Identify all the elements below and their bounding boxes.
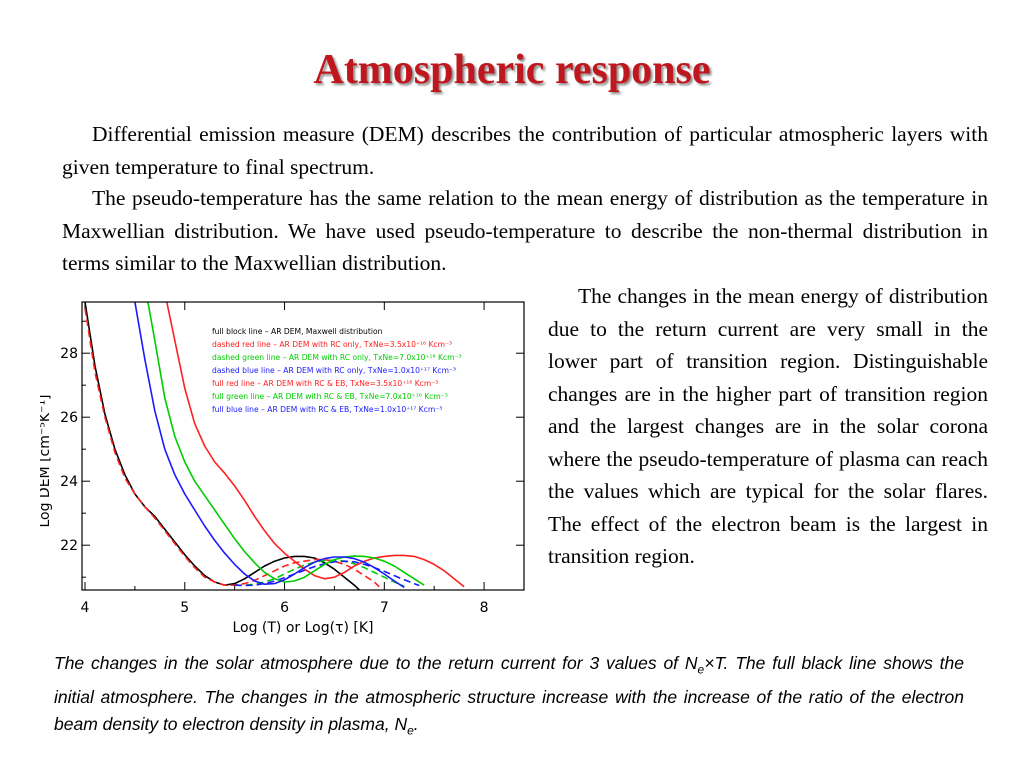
legend-entry: dashed green line – AR DEM with RC only,…: [212, 353, 462, 362]
plot-frame: [81, 301, 525, 591]
x-tick-label: 8: [480, 600, 489, 616]
x-tick-label: 6: [280, 600, 289, 616]
y-tick-label: 22: [60, 538, 78, 554]
tick-labels: 4 5 6 7 8 22 24 26 28: [60, 346, 488, 616]
dem-curves: [84, 302, 465, 590]
dem-curve-00cc00-dashed: [234, 559, 405, 587]
y-tick-label: 28: [60, 346, 78, 362]
dem-curve-1a1aff-solid: [134, 302, 405, 589]
legend-entry: full green line – AR DEM with RC & EB, T…: [212, 392, 448, 401]
legend-entry: dashed blue line – AR DEM with RC only, …: [212, 366, 456, 375]
paragraph-mean-energy-changes: The changes in the mean energy of distri…: [548, 284, 988, 568]
y-axis-label: Log DEM [cm⁻⁵K⁻¹]: [40, 394, 53, 527]
axis-ticks: [82, 302, 524, 590]
legend-entry: full block line – AR DEM, Maxwell distri…: [212, 327, 383, 336]
legend-entry: full blue line – AR DEM with RC & EB, Tx…: [212, 405, 442, 414]
legend-entry: full red line – AR DEM with RC & EB, TxN…: [212, 379, 438, 388]
caption-text-2: ×T. The full black line shows the initia…: [54, 653, 964, 734]
paragraph-dem-definition: Differential emission measure (DEM) desc…: [62, 122, 988, 179]
paragraph-pseudo-temperature: The pseudo-temperature has the same rela…: [62, 186, 988, 275]
caption-subscript-1: e: [697, 662, 705, 677]
dem-curve-00cc00-solid: [147, 302, 425, 586]
x-tick-label: 5: [180, 600, 189, 616]
x-tick-label: 7: [380, 600, 389, 616]
x-tick-label: 4: [81, 600, 90, 616]
dem-chart: 4 5 6 7 8 22 24 26 28 full block line – AR DEM, …: [40, 301, 525, 636]
y-tick-label: 26: [60, 410, 78, 426]
caption-text-3: .: [413, 713, 419, 734]
x-axis-label: Log (T) or Log(τ) [K]: [232, 620, 373, 636]
chart-legend: full block line – AR DEM, Maxwell distri…: [212, 327, 462, 414]
slide-title: Atmospheric response: [313, 47, 711, 93]
caption-text-1: The changes in the solar atmosphere due …: [54, 653, 698, 673]
caption-subscript-2: e: [407, 723, 414, 737]
figure-caption: The changes in the solar atmosphere due …: [54, 650, 964, 744]
y-tick-label: 24: [60, 474, 78, 490]
legend-entry: dashed red line – AR DEM with RC only, T…: [212, 340, 452, 349]
dem-curve-ff2020-solid: [166, 302, 465, 588]
dem-curve-ff2020-dashed: [84, 308, 380, 588]
